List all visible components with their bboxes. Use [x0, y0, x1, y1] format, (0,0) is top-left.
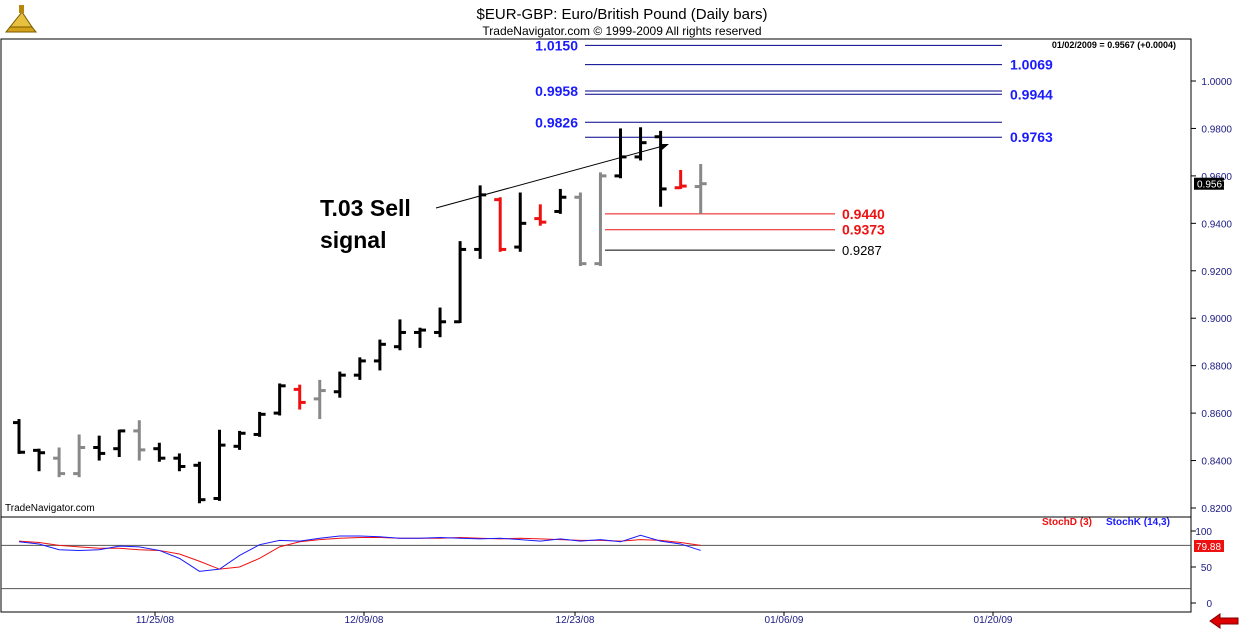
annotation-arrow-head [659, 144, 669, 150]
ohlc-bar [414, 327, 426, 348]
stoch-tick-label: 0 [1206, 599, 1212, 610]
ohlc-bar [554, 188, 567, 214]
level-label: 0.9958 [535, 83, 578, 99]
level-label: 0.9373 [842, 222, 885, 238]
ohlc-bar [273, 383, 286, 416]
annotation-line1: T.03 Sell [320, 195, 411, 221]
ohlc-bar [253, 411, 266, 437]
last-price-label: 0.9567 [1197, 180, 1228, 191]
y-tick-label: 0.8800 [1201, 362, 1232, 373]
ohlc-bar [293, 384, 306, 410]
y-tick-label: 0.9200 [1201, 267, 1232, 278]
ohlc-bar [13, 419, 25, 454]
ohlc-bar [634, 127, 647, 161]
y-tick-label: 0.9600 [1201, 172, 1232, 183]
stoch-tick-label: 100 [1195, 527, 1212, 538]
ohlc-bar [33, 448, 46, 472]
red-left-arrow-icon[interactable] [1205, 613, 1243, 629]
ohlc-bar [574, 192, 587, 267]
stoch-value-tag: 79.88 [1194, 540, 1224, 553]
level-label: 0.9944 [1010, 86, 1053, 102]
ohlc-bar [454, 241, 467, 324]
stoch-y-axis: 0 50 100 [1, 527, 1212, 610]
quote-readout: 01/02/2009 = 0.9567 (+0.0004) [1052, 40, 1176, 50]
copyright-text: TradeNavigator.com © 1999-2009 All right… [482, 24, 761, 38]
ohlc-bar [233, 430, 246, 450]
stoch-tick-label: 50 [1201, 563, 1213, 574]
ohlc-bar [333, 371, 346, 398]
ohlc-bar [674, 169, 687, 190]
ohlc-bar [373, 339, 386, 371]
ohlc-bar [213, 429, 226, 501]
ohlc-bar [694, 164, 707, 214]
annotation-arrow-line [435, 145, 664, 209]
ohlc-bar [434, 307, 447, 338]
ohlc-bar [353, 357, 366, 380]
last-price-tag: 0.9567 [1194, 177, 1228, 191]
level-label: 0.9763 [1010, 129, 1053, 145]
sell-signal-annotation: T.03 Sell signal [320, 144, 669, 253]
price-y-axis: 0.8200 0.8400 0.8600 0.8800 0.9000 0.9200 0.94… [1191, 77, 1232, 515]
x-tick-label: 01/20/09 [974, 615, 1013, 626]
ohlc-bar [133, 420, 146, 461]
ohlc-bar [514, 192, 527, 252]
ohlc-bar [93, 435, 106, 461]
level-label: 1.0069 [1010, 57, 1053, 73]
y-tick-label: 1.0000 [1201, 77, 1232, 88]
x-tick-label: 01/06/09 [765, 615, 804, 626]
y-tick-label: 0.9000 [1201, 314, 1232, 325]
level-label: 0.9287 [842, 243, 882, 258]
y-tick-label: 0.8600 [1201, 409, 1232, 420]
ohlc-bar [534, 204, 547, 226]
ohlc-bar [73, 434, 86, 478]
y-tick-label: 0.8200 [1201, 504, 1232, 515]
y-tick-label: 0.9400 [1201, 219, 1232, 230]
y-tick-label: 0.9800 [1201, 124, 1232, 135]
ohlc-bar [53, 447, 66, 478]
date-x-axis: 11/25/08 12/09/08 12/23/08 01/06/09 01/20/09 [136, 612, 1013, 626]
x-tick-label: 12/23/08 [556, 615, 595, 626]
ohlc-bar [654, 130, 667, 207]
stoch-series-line [18, 534, 701, 572]
price-bars [13, 127, 707, 504]
annotation-line2: signal [320, 227, 386, 253]
level-label: 0.9826 [535, 114, 578, 130]
sextant-logo-icon[interactable] [4, 5, 38, 33]
stoch-panel-frame [0, 516, 1192, 613]
ohlc-bar [494, 197, 507, 252]
legend-stochk: StochK (14,3) [1106, 517, 1170, 528]
level-label: 0.9440 [842, 206, 885, 222]
ohlc-bar [193, 461, 206, 504]
chart-title: $EUR-GBP: Euro/British Pound (Daily bars… [477, 6, 768, 23]
price-panel-frame [0, 38, 1192, 518]
x-tick-label: 11/25/08 [136, 615, 175, 626]
level-lines: 1.0150 1.0069 0.9958 0.9944 0.9826 0.9763 0.94… [535, 37, 1053, 258]
level-label: 1.0150 [535, 37, 578, 53]
ohlc-bar [113, 429, 126, 457]
x-tick-label: 12/09/08 [345, 615, 384, 626]
legend-stochd: StochD (3) [1042, 517, 1092, 528]
ohlc-bar [153, 442, 166, 462]
ohlc-bar [313, 379, 326, 420]
watermark-text: TradeNavigator.com [5, 503, 95, 514]
ohlc-bar [393, 319, 406, 351]
stoch-value-label: 79.88 [1196, 542, 1221, 553]
y-tick-label: 0.8400 [1201, 457, 1232, 468]
ohlc-bar [594, 172, 607, 267]
ohlc-bar [173, 453, 186, 472]
stoch-lines [18, 534, 701, 572]
